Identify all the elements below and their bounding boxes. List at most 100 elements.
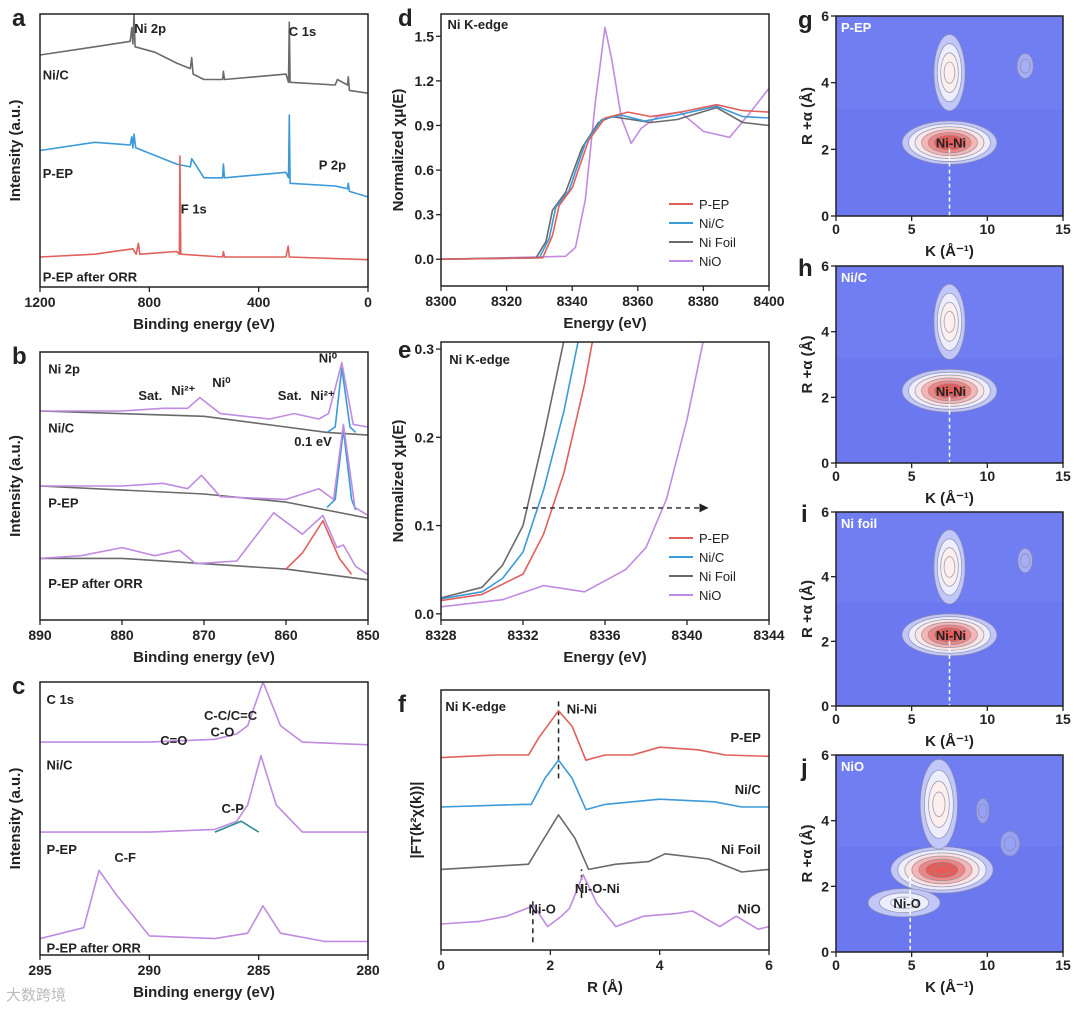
series-ni-c — [40, 361, 368, 428]
annotation: Ni 2p — [134, 21, 166, 36]
plot-area — [40, 14, 368, 261]
y-tick-label: 0.3 — [415, 207, 435, 223]
annotation: Ni-Ni — [567, 701, 597, 716]
y-axis-label: Intensity (a.u.) — [7, 768, 24, 870]
series-ni-foil — [441, 342, 565, 599]
y-axis-label: Normalized χμ(E) — [390, 420, 407, 543]
plot-frame — [440, 689, 770, 951]
x-tick-label: 8320 — [491, 293, 522, 309]
x-axis-label: K (Å⁻¹) — [925, 490, 974, 507]
panel-letter: h — [798, 255, 813, 282]
series-ni-foil — [441, 814, 769, 873]
x-tick-label: 8340 — [671, 627, 702, 643]
x-tick-label: 15 — [1055, 468, 1071, 484]
y-tick-label: 6 — [821, 504, 829, 520]
x-tick-label: 280 — [356, 962, 380, 978]
panel-letter: a — [12, 5, 26, 32]
x-tick-label: 8380 — [688, 293, 719, 309]
annotation: Ni K-edge — [445, 699, 506, 714]
peak-label: Ni-O — [893, 896, 920, 911]
legend-label: P-EP — [699, 197, 729, 212]
x-tick-label: 290 — [138, 962, 162, 978]
series-p-ep-after-orr-background — [40, 557, 368, 581]
series-ni-c — [441, 105, 769, 260]
x-tick-label: 6 — [765, 957, 773, 973]
series-p-ep — [441, 710, 769, 761]
y-tick-label: 0.3 — [415, 341, 435, 357]
y-tick-label: 6 — [821, 258, 829, 274]
y-axis-label: R +α (Å) — [799, 580, 816, 638]
x-tick-label: 10 — [980, 711, 996, 727]
annotation: Ni-O — [528, 902, 555, 917]
x-tick-label: 5 — [908, 221, 916, 237]
x-tick-label: 1200 — [24, 294, 55, 310]
plot-area — [40, 682, 368, 943]
x-tick-label: 0 — [364, 294, 372, 310]
series-p-ep-after-orr — [40, 511, 368, 576]
y-tick-label: 0.6 — [415, 162, 435, 178]
series-p-ep-after-orr-ni2-fit — [285, 520, 353, 575]
x-axis-label: Binding energy (eV) — [133, 984, 275, 1001]
watermark: 大数跨境 — [6, 986, 66, 1004]
x-tick-label: 8336 — [589, 627, 620, 643]
annotation: P-EP — [47, 842, 78, 857]
contour-level — [940, 386, 959, 396]
contour-level — [940, 137, 959, 148]
panel-title: P-EP — [841, 20, 872, 35]
x-tick-label: 0 — [832, 711, 840, 727]
series-ni-c — [40, 14, 368, 94]
y-tick-label: 6 — [821, 747, 829, 763]
x-tick-label: 0 — [832, 221, 840, 237]
panel-letter: j — [800, 755, 808, 782]
y-tick-label: 0 — [821, 208, 829, 224]
annotation: Ni K-edge — [448, 17, 509, 32]
y-tick-label: 4 — [821, 813, 829, 829]
y-tick-label: 0.2 — [415, 429, 435, 445]
panel-letter: c — [12, 673, 25, 700]
x-tick-label: 10 — [980, 221, 996, 237]
panel-j: Ni-O NiO 0 5 10 15 0 2 4 6 K (Å⁻¹) R +α (Å) j — [799, 747, 1071, 996]
plot-area — [40, 361, 368, 581]
y-tick-label: 4 — [821, 324, 829, 340]
x-axis-label: Energy (eV) — [563, 649, 646, 666]
annotation: C-F — [114, 850, 136, 865]
plot-area — [441, 700, 769, 943]
x-tick-label: 5 — [908, 468, 916, 484]
x-tick-label: 860 — [274, 627, 298, 643]
panel-title: NiO — [841, 759, 864, 774]
x-tick-label: 890 — [28, 627, 52, 643]
y-tick-label: 0.1 — [415, 518, 435, 534]
annotation: C-P — [221, 801, 244, 816]
series-p-ep — [441, 103, 769, 260]
legend-label: Ni Foil — [699, 235, 736, 250]
peak-label: Ni-Ni — [936, 628, 966, 643]
panel-title: Ni foil — [841, 516, 877, 531]
x-tick-label: 0 — [832, 957, 840, 973]
annotation: Ni/C — [43, 68, 70, 83]
panel-letter: g — [798, 7, 813, 34]
y-tick-label: 2 — [821, 389, 829, 405]
x-tick-label: 15 — [1055, 957, 1071, 973]
y-tick-label: 0 — [821, 944, 829, 960]
annotation: P-EP after ORR — [48, 576, 143, 591]
y-tick-label: 0.0 — [415, 606, 435, 622]
legend-label: P-EP — [699, 531, 729, 546]
y-tick-label: 0.0 — [415, 251, 435, 267]
x-tick-label: 8328 — [425, 627, 456, 643]
peak-label: Ni-Ni — [936, 384, 966, 399]
legend-label: NiO — [699, 588, 721, 603]
peak-label: Ni-Ni — [936, 136, 966, 151]
x-tick-label: 10 — [980, 468, 996, 484]
series-ni-c-ni0-fit — [326, 367, 357, 434]
x-tick-label: 880 — [110, 627, 134, 643]
y-tick-label: 1.2 — [415, 73, 435, 89]
series-ni-c — [441, 759, 769, 811]
panel-d: Ni K-edge P-EP Ni/C Ni Foil NiO 8300 8320 8340 8… — [390, 5, 785, 332]
annotation: Ni⁰ — [212, 375, 231, 390]
x-axis-label: Binding energy (eV) — [133, 649, 275, 666]
contour-level — [940, 630, 959, 640]
y-axis-label: R +α (Å) — [799, 336, 816, 394]
annotation: Ni/C — [735, 782, 762, 797]
panel-letter: b — [12, 343, 27, 370]
plot-frame — [39, 13, 369, 288]
